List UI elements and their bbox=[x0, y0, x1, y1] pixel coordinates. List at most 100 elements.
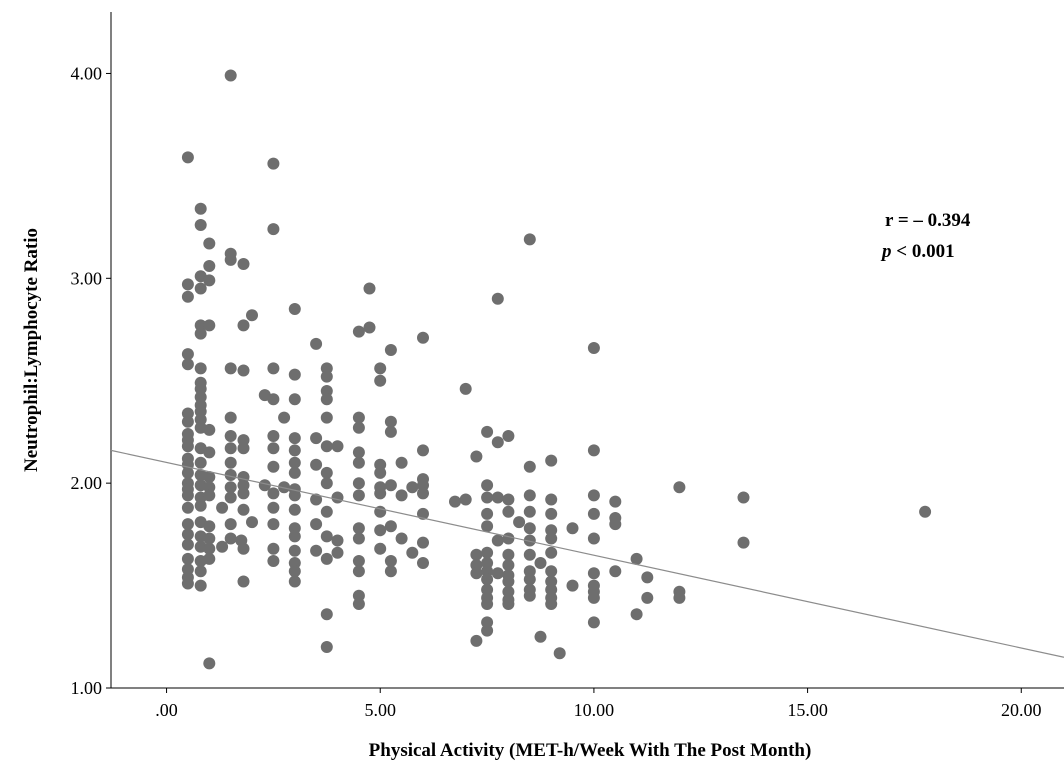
data-point bbox=[267, 442, 280, 455]
data-point bbox=[203, 542, 216, 555]
data-point bbox=[395, 489, 408, 502]
data-point bbox=[246, 516, 258, 529]
data-point bbox=[288, 444, 301, 457]
data-point bbox=[545, 524, 558, 537]
data-point bbox=[587, 532, 600, 545]
data-point bbox=[267, 393, 280, 406]
data-point bbox=[203, 274, 216, 287]
data-point bbox=[288, 503, 301, 516]
data-point bbox=[310, 432, 323, 445]
data-point bbox=[545, 598, 558, 610]
data-point bbox=[502, 493, 515, 506]
data-point bbox=[919, 505, 932, 518]
data-point bbox=[320, 641, 333, 653]
data-point bbox=[224, 69, 237, 82]
data-point bbox=[374, 542, 387, 555]
data-point bbox=[203, 446, 216, 459]
data-point bbox=[203, 520, 216, 533]
data-point bbox=[491, 534, 504, 547]
data-point bbox=[224, 456, 237, 469]
y-axis-title: Neutrophil:Lymphocyte Ratio bbox=[21, 228, 42, 472]
data-point bbox=[737, 491, 750, 504]
data-point bbox=[481, 565, 494, 578]
data-point bbox=[481, 520, 494, 533]
data-point bbox=[395, 532, 408, 545]
data-point bbox=[203, 481, 216, 494]
data-point bbox=[320, 362, 333, 375]
data-point bbox=[374, 374, 387, 387]
data-point bbox=[395, 456, 408, 469]
data-point bbox=[502, 575, 515, 588]
data-point bbox=[288, 466, 301, 479]
data-point bbox=[181, 501, 194, 514]
data-point bbox=[470, 634, 483, 647]
data-point bbox=[224, 430, 237, 442]
data-point bbox=[374, 505, 387, 518]
data-point bbox=[363, 282, 376, 295]
data-point bbox=[417, 487, 429, 500]
data-point bbox=[224, 469, 237, 481]
data-point bbox=[352, 522, 365, 535]
data-point bbox=[267, 555, 280, 567]
correlation-r-annotation: r = – 0.394 bbox=[885, 210, 971, 231]
data-point bbox=[194, 382, 207, 395]
data-point bbox=[352, 489, 365, 502]
data-point bbox=[237, 479, 250, 492]
data-point bbox=[470, 450, 483, 463]
data-point bbox=[534, 630, 547, 643]
data-point bbox=[237, 442, 250, 455]
data-point bbox=[181, 528, 194, 541]
data-point bbox=[384, 555, 397, 567]
data-point bbox=[491, 292, 504, 305]
data-point bbox=[630, 552, 643, 565]
data-point bbox=[545, 493, 558, 506]
data-point bbox=[331, 534, 344, 547]
data-point bbox=[181, 577, 194, 590]
data-point bbox=[470, 567, 483, 580]
data-point bbox=[224, 411, 237, 424]
data-point bbox=[288, 432, 301, 445]
data-point bbox=[566, 522, 579, 535]
data-point bbox=[237, 364, 250, 377]
data-point bbox=[320, 466, 333, 479]
data-point bbox=[181, 407, 194, 420]
data-point bbox=[449, 495, 461, 508]
data-point bbox=[481, 573, 494, 586]
data-point bbox=[384, 415, 397, 428]
data-point bbox=[384, 344, 397, 356]
data-point bbox=[502, 430, 515, 442]
data-point bbox=[310, 518, 323, 531]
data-point bbox=[331, 440, 344, 453]
data-point bbox=[194, 579, 207, 592]
data-point bbox=[181, 489, 194, 502]
data-point bbox=[352, 446, 365, 459]
data-point bbox=[320, 385, 333, 397]
data-point bbox=[267, 518, 280, 531]
y-tick-label: 3.00 bbox=[71, 268, 103, 288]
data-point bbox=[502, 505, 515, 518]
data-point bbox=[224, 362, 237, 375]
data-point bbox=[352, 411, 365, 424]
data-point bbox=[246, 309, 258, 322]
data-point bbox=[481, 425, 494, 438]
data-point bbox=[237, 575, 250, 588]
data-point bbox=[320, 608, 333, 621]
data-point bbox=[267, 542, 280, 555]
data-point bbox=[545, 575, 558, 588]
data-point bbox=[470, 559, 483, 572]
data-point bbox=[384, 520, 397, 533]
data-point bbox=[545, 546, 558, 559]
data-point bbox=[194, 565, 207, 578]
data-point bbox=[481, 616, 494, 629]
data-point bbox=[673, 591, 686, 604]
data-point bbox=[194, 327, 207, 340]
data-point bbox=[502, 532, 515, 545]
data-point bbox=[641, 591, 654, 604]
data-points bbox=[181, 69, 932, 670]
y-tick-label: 1.00 bbox=[71, 678, 103, 698]
data-point bbox=[181, 415, 194, 428]
data-point bbox=[278, 411, 291, 424]
data-point bbox=[194, 202, 207, 215]
data-point bbox=[237, 503, 250, 516]
